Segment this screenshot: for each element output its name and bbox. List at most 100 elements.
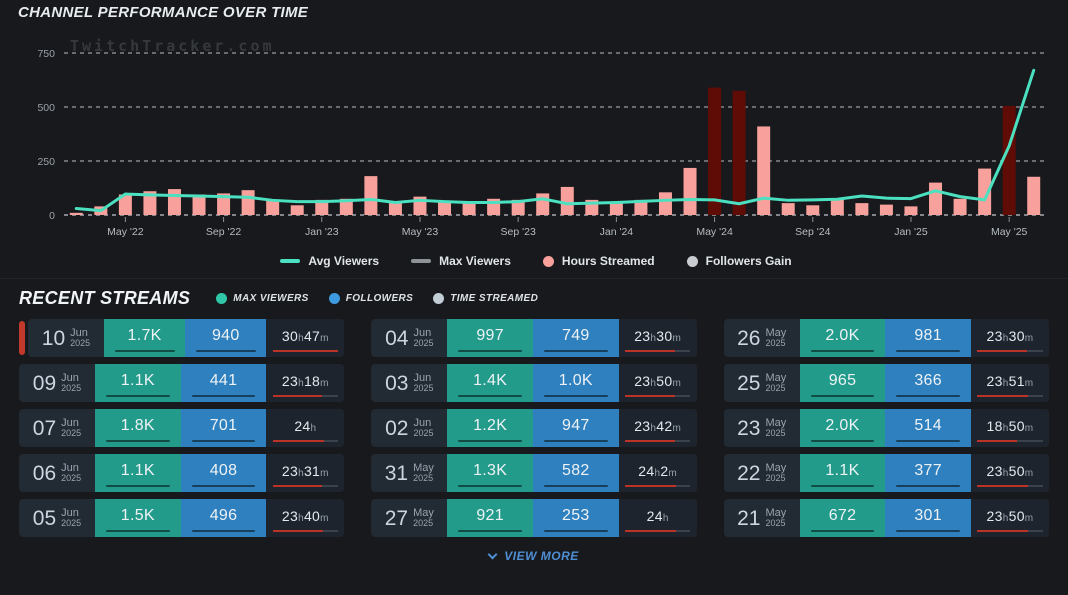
stream-followers: 496 (180, 499, 267, 537)
chart-legend-item-followers-gain[interactable]: Followers Gain (686, 254, 792, 268)
followers-underline (544, 485, 608, 487)
recent-streams-title: RECENT STREAMS (19, 288, 191, 308)
chart-title: CHANNEL PERFORMANCE OVER TIME (18, 4, 309, 21)
x-axis-label: Sep '22 (206, 226, 241, 238)
stream-card[interactable]: 22 May 2025 1.1K 377 23h50m (723, 454, 1049, 492)
time-progress-track (272, 530, 339, 532)
hours-streamed-bar (388, 203, 402, 215)
max-viewers-value: 1.1K (120, 461, 155, 479)
stream-day: 23 (737, 416, 761, 440)
followers-underline (896, 350, 960, 352)
followers-underline (544, 350, 608, 352)
stream-time: 23h40m (266, 499, 345, 537)
chart-legend: Avg Viewers Max Viewers Hours Streamed Foll… (18, 254, 1054, 268)
hours-streamed-bar (438, 200, 452, 215)
stream-max-viewers: 1.1K (95, 454, 181, 492)
stream-year: 2025 (61, 383, 82, 394)
stream-max-viewers: 2.0K (799, 409, 886, 447)
streams-legend-item-time-streamed: TIME STREAMED (433, 293, 538, 304)
hours-streamed-bar (1027, 176, 1041, 215)
stream-card[interactable]: 04 Jun 2025 997 749 23h30m (371, 319, 697, 357)
time-streamed-value: 30h47m (281, 327, 329, 344)
x-axis-label: Sep '23 (501, 226, 536, 238)
time-streamed-value: 23h18m (281, 372, 329, 389)
time-progress-track (272, 440, 339, 442)
stream-card[interactable]: 07 Jun 2025 1.8K 701 24h (19, 409, 345, 447)
time-progress-bar (977, 395, 1028, 397)
time-progress-bar (272, 485, 323, 487)
stream-card[interactable]: 26 May 2025 2.0K 981 23h30m (723, 319, 1049, 357)
legend-label: FOLLOWERS (345, 293, 414, 304)
stream-year: 2025 (413, 473, 434, 484)
max-viewers-value: 997 (476, 326, 504, 344)
stream-followers: 514 (885, 409, 971, 447)
stream-day: 22 (737, 461, 761, 485)
stream-year: 2025 (765, 383, 786, 394)
stream-card[interactable]: 09 Jun 2025 1.1K 441 23h18m (19, 364, 345, 402)
stream-card[interactable]: 06 Jun 2025 1.1K 408 23h31m (19, 454, 345, 492)
stream-card[interactable]: 05 Jun 2025 1.5K 496 23h40m (19, 499, 345, 537)
legend-dot-icon (328, 293, 340, 304)
y-axis-label: 0 (49, 210, 55, 222)
stream-card[interactable]: 23 May 2025 2.0K 514 18h50m (723, 409, 1049, 447)
recent-streams-header: RECENT STREAMS MAX VIEWERS FOLLOWERS TIME … (19, 288, 1049, 309)
max-viewers-value: 672 (828, 506, 857, 524)
stream-followers: 377 (885, 454, 971, 492)
stream-max-viewers: 1.1K (95, 364, 181, 402)
stream-card-slot: 04 Jun 2025 997 749 23h30m (371, 319, 697, 357)
max-viewers-value: 965 (828, 371, 857, 389)
stream-followers: 701 (180, 409, 267, 447)
stream-card-slot: 07 Jun 2025 1.8K 701 24h (19, 409, 345, 447)
time-streamed-value: 23h51m (986, 372, 1034, 389)
max-viewers-underline (810, 530, 875, 532)
stream-card[interactable]: 25 May 2025 965 366 23h51m (723, 364, 1049, 402)
followers-value: 408 (209, 461, 238, 479)
view-more-button[interactable]: VIEW MORE (479, 547, 589, 565)
stream-date: 27 May 2025 (371, 499, 447, 537)
followers-underline (896, 440, 960, 442)
x-axis-label: May '24 (696, 226, 733, 238)
stream-card[interactable]: 27 May 2025 921 253 24h (371, 499, 697, 537)
stream-card[interactable]: 10 Jun 2025 1.7K 940 30h47m (28, 319, 345, 357)
hours-streamed-bar (978, 168, 992, 215)
stream-time: 24h2m (618, 454, 697, 492)
time-progress-bar (977, 485, 1028, 487)
stream-followers: 1.0K (533, 364, 619, 402)
chart-legend-item-max-viewers[interactable]: Max Viewers (411, 254, 511, 268)
legend-label: Hours Streamed (561, 254, 655, 268)
hours-streamed-bar (143, 191, 157, 215)
live-indicator (19, 321, 25, 355)
stream-followers: 408 (180, 454, 267, 492)
stream-year: 2025 (413, 338, 434, 349)
stream-date: 06 Jun 2025 (19, 454, 95, 492)
max-viewers-underline (114, 350, 175, 352)
stream-month: Jun (70, 327, 88, 339)
stream-card[interactable]: 02 Jun 2025 1.2K 947 23h42m (371, 409, 697, 447)
hours-streamed-bar (1002, 105, 1016, 215)
stream-date: 07 Jun 2025 (19, 409, 95, 447)
stream-card[interactable]: 31 May 2025 1.3K 582 24h2m (371, 454, 697, 492)
stream-year: 2025 (61, 428, 82, 439)
stream-month: May (413, 462, 434, 474)
stream-card-slot: 22 May 2025 1.1K 377 23h50m (723, 454, 1049, 492)
twitchtracker-dashboard: CHANNEL PERFORMANCE OVER TIME TwitchTrac… (0, 4, 1068, 565)
recent-streams-section: RECENT STREAMS MAX VIEWERS FOLLOWERS TIME … (0, 278, 1068, 565)
hours-streamed-bar (511, 199, 525, 215)
time-streamed-value: 23h50m (986, 507, 1034, 524)
hours-streamed-bar (266, 200, 280, 215)
hours-streamed-bar (757, 126, 771, 215)
chart-legend-item-avg-viewers[interactable]: Avg Viewers (280, 254, 379, 268)
stream-card-slot: 27 May 2025 921 253 24h (371, 499, 697, 537)
stream-card[interactable]: 21 May 2025 672 301 23h50m (723, 499, 1049, 537)
stream-year: 2025 (61, 473, 82, 484)
stream-max-viewers: 1.1K (799, 454, 886, 492)
stream-time: 24h (266, 409, 345, 447)
chart-legend-item-hours-streamed[interactable]: Hours Streamed (542, 254, 655, 268)
stream-day: 06 (32, 461, 57, 485)
stream-date: 09 Jun 2025 (19, 364, 95, 402)
hours-streamed-bar (806, 205, 820, 215)
legend-label: Max Viewers (439, 254, 511, 268)
stream-year: 2025 (765, 338, 786, 349)
stream-card[interactable]: 03 Jun 2025 1.4K 1.0K 23h50m (371, 364, 697, 402)
stream-card-slot: 21 May 2025 672 301 23h50m (723, 499, 1049, 537)
